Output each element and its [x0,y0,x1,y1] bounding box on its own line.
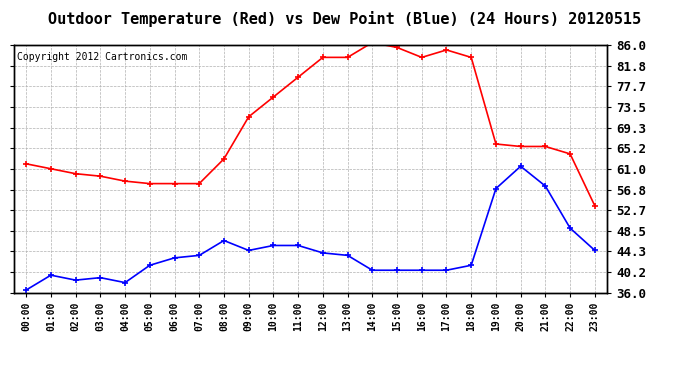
Text: Copyright 2012 Cartronics.com: Copyright 2012 Cartronics.com [17,53,187,62]
Text: Outdoor Temperature (Red) vs Dew Point (Blue) (24 Hours) 20120515: Outdoor Temperature (Red) vs Dew Point (… [48,11,642,27]
